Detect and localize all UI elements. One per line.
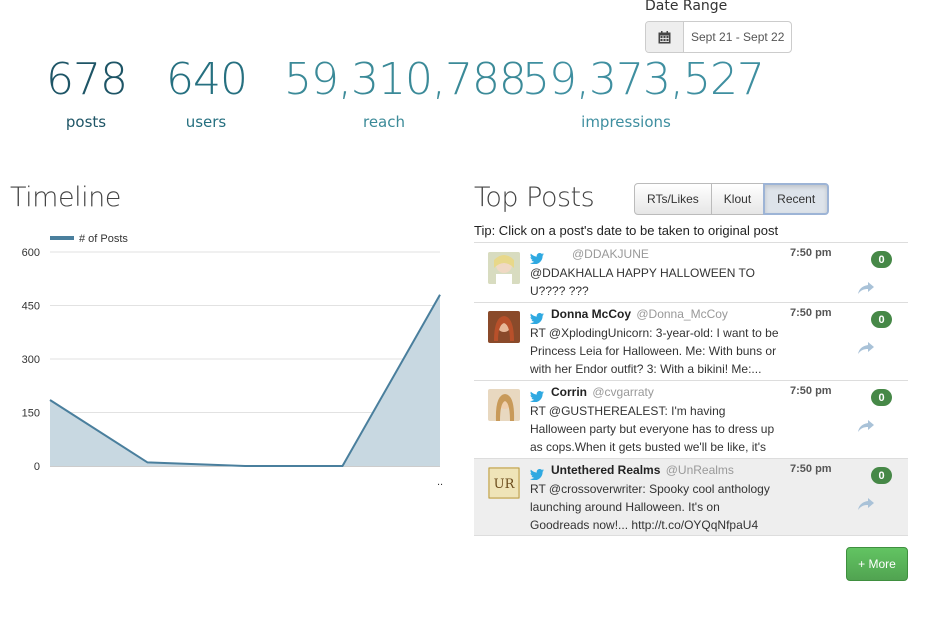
list-item: UR Untethered Realms @UnRealms 7:50 pm R… — [474, 458, 908, 536]
stat-users: 640 users — [166, 54, 248, 132]
post-author-name[interactable]: Untethered Realms — [551, 463, 661, 477]
post-count-badge: 0 — [871, 311, 892, 328]
date-range-picker[interactable]: Sept 21 - Sept 22 — [645, 21, 792, 53]
stat-posts: 678 posts — [46, 54, 128, 132]
share-arrow-icon[interactable] — [858, 417, 874, 436]
legend-swatch — [50, 236, 74, 240]
post-author-name[interactable]: Corrin — [551, 385, 587, 399]
y-tick-label: 450 — [22, 301, 40, 313]
list-item: Corrin @cvgarraty 7:50 pm RT @GUSTHEREAL… — [474, 380, 908, 472]
chart-legend: # of Posts — [50, 233, 128, 245]
svg-text:UR: UR — [494, 477, 516, 492]
post-date-link[interactable]: 7:50 pm — [790, 463, 832, 475]
legend-label: # of Posts — [79, 233, 128, 245]
twitter-bird-icon — [530, 309, 544, 328]
avatar — [488, 252, 520, 284]
date-range-value[interactable]: Sept 21 - Sept 22 — [691, 30, 785, 44]
timeline-chart: 0 150 300 450 600 .. # of Posts — [22, 233, 443, 488]
twitter-bird-icon — [530, 249, 544, 268]
y-tick-label: 600 — [22, 247, 40, 259]
avatar: UR — [488, 467, 520, 499]
post-count-badge: 0 — [871, 251, 892, 268]
stat-reach-label: reach — [362, 113, 405, 131]
post-text: @DDAKHALLA HAPPY HALLOWEEN TO U???? ??? — [530, 266, 755, 298]
avatar — [488, 389, 520, 421]
stat-reach-value: 59,310,788 — [284, 54, 527, 105]
post-list: @DDAKJUNE 7:50 pm @DDAKHALLA HAPPY HALLO… — [474, 242, 908, 536]
post-author-handle[interactable]: @DDAKJUNE — [572, 247, 649, 261]
calendar-icon[interactable] — [646, 22, 684, 52]
post-date-link[interactable]: 7:50 pm — [790, 247, 832, 259]
post-author-handle[interactable]: @UnRealms — [665, 463, 734, 477]
stat-impressions-label: impressions — [581, 113, 671, 131]
post-author-name[interactable]: Donna McCoy — [551, 307, 632, 321]
top-posts-title: Top Posts — [474, 182, 595, 213]
list-item: Donna McCoy @Donna_McCoy 7:50 pm RT @Xpl… — [474, 302, 908, 380]
post-author-handle[interactable]: @cvgarraty — [592, 385, 654, 399]
stat-posts-value: 678 — [46, 54, 128, 105]
post-author-handle[interactable]: @Donna_McCoy — [636, 307, 728, 321]
twitter-bird-icon — [530, 387, 544, 406]
post-text: RT @XplodingUnicorn: 3-year-old: I want … — [530, 326, 779, 376]
stat-impressions-value: 59,373,527 — [522, 54, 765, 105]
avatar — [488, 311, 520, 343]
y-tick-label: 0 — [34, 461, 40, 473]
more-button[interactable]: + More — [846, 547, 908, 581]
list-item: @DDAKJUNE 7:50 pm @DDAKHALLA HAPPY HALLO… — [474, 242, 908, 302]
stat-users-value: 640 — [166, 54, 248, 105]
tab-rts-likes[interactable]: RTs/Likes — [634, 183, 712, 215]
share-arrow-icon[interactable] — [858, 339, 874, 358]
tab-klout[interactable]: Klout — [710, 183, 765, 215]
stat-users-label: users — [185, 113, 227, 131]
stat-posts-label: posts — [65, 113, 107, 131]
stat-impressions: 59,373,527 impressions — [522, 54, 765, 132]
share-arrow-icon[interactable] — [858, 495, 874, 514]
tip-text: Tip: Click on a post's date to be taken … — [474, 223, 779, 238]
post-text: RT @crossoverwriter: Spooky cool antholo… — [530, 482, 770, 532]
twitter-bird-icon — [530, 465, 544, 484]
y-tick-label: 150 — [22, 408, 40, 420]
tab-recent[interactable]: Recent — [763, 183, 830, 215]
share-arrow-icon[interactable] — [858, 279, 874, 298]
post-date-link[interactable]: 7:50 pm — [790, 385, 832, 397]
post-text: RT @GUSTHEREALEST: I'm having Halloween … — [530, 404, 775, 472]
timeline-title: Timeline — [10, 182, 121, 213]
post-count-badge: 0 — [871, 389, 892, 406]
x-tick-label: .. — [437, 476, 443, 488]
date-range-label: Date Range — [645, 0, 728, 14]
y-tick-label: 300 — [22, 354, 40, 366]
post-sort-tabs: RTs/Likes Klout Recent — [634, 183, 830, 215]
stat-reach: 59,310,788 reach — [284, 54, 527, 132]
post-count-badge: 0 — [871, 467, 892, 484]
series-area — [50, 294, 440, 466]
post-date-link[interactable]: 7:50 pm — [790, 307, 832, 319]
